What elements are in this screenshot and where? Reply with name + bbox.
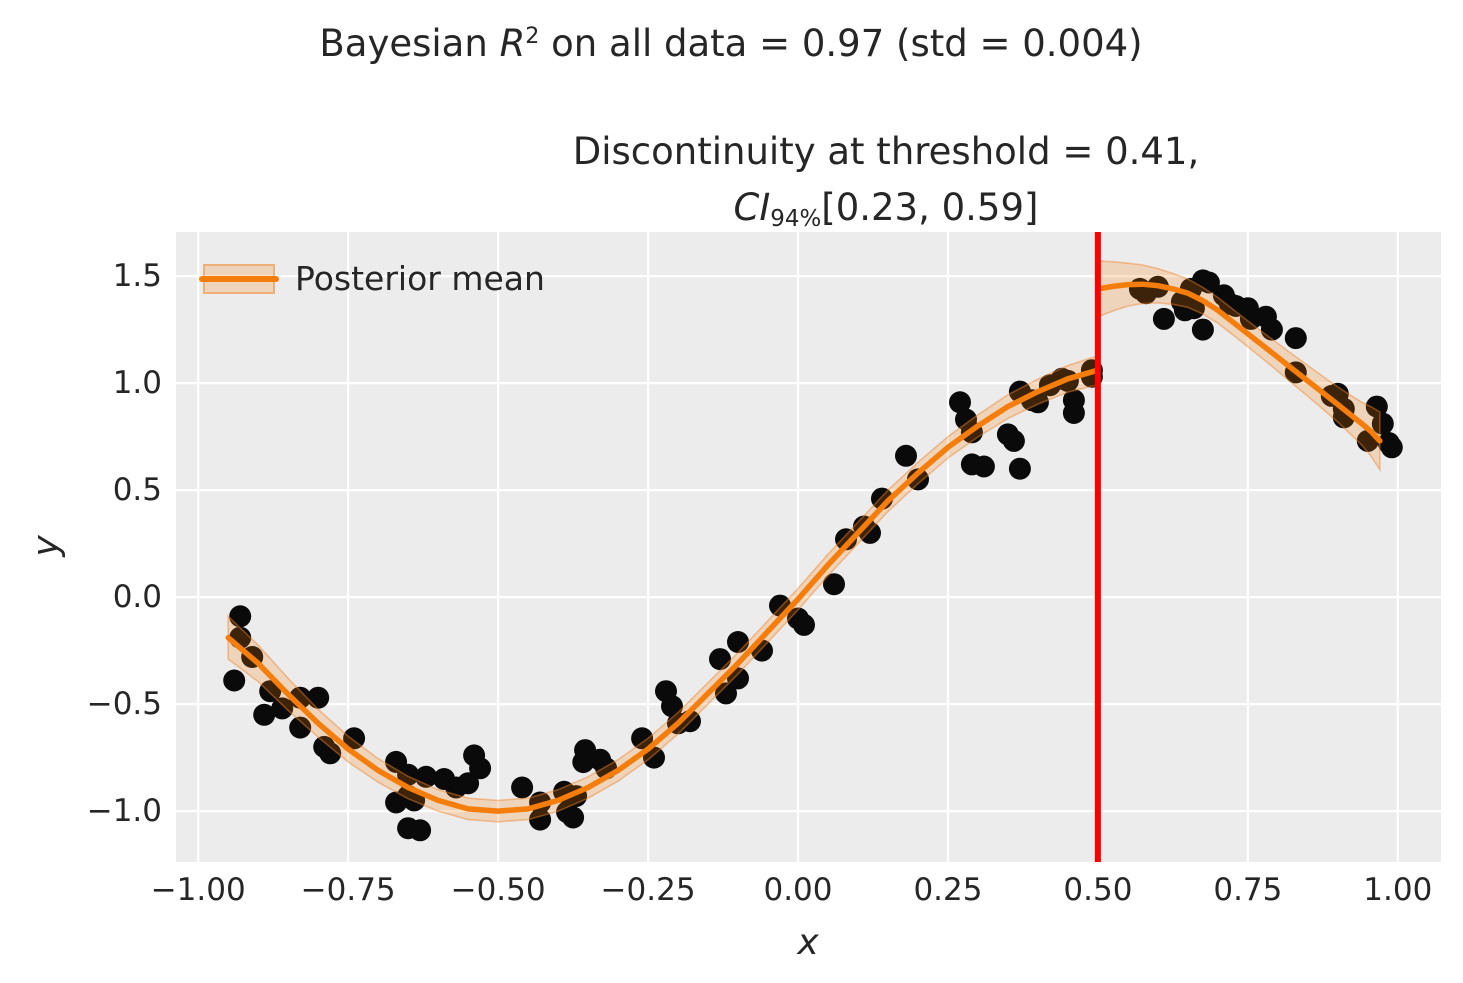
subtitle-line1: Discontinuity at threshold = 0.41, [572,130,1200,173]
x-tick-label: 0.25 [913,872,983,908]
scatter-point [229,605,252,628]
scatter-point [397,763,420,786]
scatter-point [469,757,492,780]
scatter-point [343,727,366,750]
legend-line-sample [199,275,279,282]
scatter-point [793,613,815,636]
posterior-mean-line-right [1095,281,1383,444]
scatter-point [415,765,438,788]
x-tick-label: −0.50 [450,872,546,908]
scatter-point [253,703,276,726]
y-tick-label: 1.5 [112,258,162,295]
scatter-point [1182,297,1205,320]
scatter-point [823,573,845,596]
legend-swatch-posterior-mean [199,263,279,294]
y-tick-label: 1.0 [112,365,162,402]
x-tick-label: −0.25 [600,872,696,908]
legend: Posterior mean [199,259,545,298]
scatter-point [1008,457,1031,480]
x-tick-label: −1.00 [150,872,246,908]
legend-label-posterior-mean: Posterior mean [295,259,545,298]
scatter-point [895,444,917,467]
ci-label: CI [733,186,771,229]
ci-subscript: 94% [770,206,822,233]
title-text-rest: on all data = 0.97 (std = 0.004) [539,22,1143,65]
scatter-point [385,791,408,814]
subtitle-line2: CI94%[0.23, 0.59] [573,180,1199,241]
scatter-point [1371,412,1394,435]
scatter-point [643,746,665,769]
scatter-point [1002,429,1025,452]
title-math-var: R [499,22,526,65]
x-tick-label: 1.00 [1363,872,1433,908]
ci-interval: [0.23, 0.59] [821,186,1039,229]
scatter-point [661,695,683,718]
scatter-point [223,669,246,692]
scatter-point [259,680,282,703]
figure-title: Bayesian R2 on all data = 0.97 (std = 0.… [319,22,1142,65]
scatter-point [715,682,737,705]
scatter-point [457,772,480,795]
x-axis-label: x [797,922,819,963]
scatter-point [511,776,534,799]
scatter-point [1260,318,1283,341]
posterior-mean-line-left [225,367,1101,814]
scatter-point [1284,327,1307,350]
scatter-point [727,667,749,690]
y-tick-label: −0.5 [86,686,162,723]
scatter-point [709,648,731,671]
scatter-point [1197,271,1220,294]
scatter-point [319,742,342,765]
scatter-point [572,751,595,774]
scatter-point [1062,402,1085,424]
scatter-point [972,455,995,478]
scatter-point [562,806,585,829]
scatter-point [835,528,857,551]
scatter-point [1380,436,1403,459]
axes-title: Discontinuity at threshold = 0.41, CI94%… [573,124,1199,241]
scatter-point [949,391,971,414]
x-tick-label: 0.75 [1213,872,1283,908]
scatter-point [529,808,552,831]
y-axis-label: y [25,535,67,557]
y-tick-label: −1.0 [86,793,162,830]
scatter-point [1191,318,1214,341]
scatter-point [1365,395,1388,418]
title-superscript: 2 [525,22,540,49]
y-tick-label: 0.0 [112,579,162,616]
x-tick-label: 0.00 [763,872,833,908]
scatter-point [271,697,294,720]
scatter-point [631,727,654,750]
scatter-point [1152,307,1175,330]
x-tick-label: 0.50 [1063,872,1133,908]
title-text: Bayesian [319,22,500,65]
x-tick-label: −0.75 [300,872,396,908]
credible-band-right [1097,260,1381,473]
scatter-point [289,716,312,739]
scatter-point [409,819,432,842]
scatter-point [727,631,749,653]
scatter-point [907,468,929,491]
y-tick-label: 0.5 [112,472,162,509]
scatter-point [307,686,330,709]
